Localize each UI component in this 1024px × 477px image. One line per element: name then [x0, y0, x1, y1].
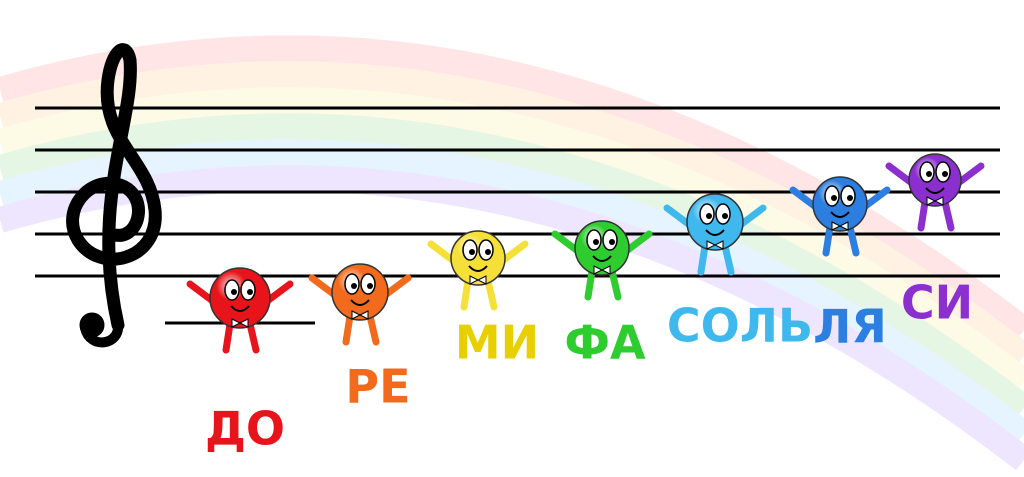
mouth: [468, 265, 488, 272]
bow-tie: [706, 240, 724, 250]
note-characters: [186, 153, 985, 354]
shine: [332, 264, 388, 320]
leg: [342, 312, 354, 346]
note-character: [885, 153, 985, 232]
leg: [366, 312, 380, 346]
note-character: [308, 263, 412, 346]
leg: [917, 198, 929, 232]
bow-tie: [926, 196, 944, 206]
pupil: [722, 213, 728, 219]
note-label: СИ: [901, 276, 973, 330]
shine: [210, 268, 270, 328]
mouth: [705, 229, 725, 236]
note-label: СОЛЬ: [667, 299, 813, 353]
note-label: ДО: [205, 402, 285, 456]
shine: [575, 221, 629, 275]
leg: [941, 198, 955, 232]
pupil: [609, 239, 615, 245]
note-labels: ДО РЕ МИ ФА СОЛЬ ЛЯ СИ: [205, 276, 973, 456]
bow-tie: [231, 318, 249, 328]
leg: [846, 223, 860, 257]
note-label: МИ: [455, 316, 539, 370]
pupil: [706, 213, 712, 219]
note-label: ЛЯ: [813, 300, 887, 354]
shine: [451, 231, 505, 285]
bow-tie: [351, 310, 369, 320]
treble-clef: [66, 43, 162, 348]
shine: [909, 154, 961, 206]
pupil: [367, 283, 373, 289]
leg: [721, 242, 735, 276]
pupil: [351, 283, 357, 289]
note-character: [427, 230, 529, 311]
pupil: [247, 289, 253, 295]
leg: [584, 267, 596, 301]
leg: [222, 320, 234, 354]
mouth: [830, 211, 850, 218]
bow-tie: [593, 265, 611, 275]
shine: [813, 177, 867, 231]
pupil: [926, 171, 932, 177]
bow-tie: [831, 221, 849, 231]
pupil: [847, 195, 853, 201]
pupil: [469, 249, 475, 255]
pupil: [831, 195, 837, 201]
pupil: [942, 171, 948, 177]
shine: [687, 194, 743, 250]
pupil: [485, 249, 491, 255]
leg: [460, 277, 472, 311]
note-label: ФА: [564, 316, 646, 370]
leg: [822, 223, 834, 257]
bow-tie: [469, 275, 487, 285]
pupil: [593, 239, 599, 245]
leg: [608, 267, 622, 301]
mouth: [350, 299, 370, 306]
note-character: [551, 220, 653, 301]
leg: [484, 277, 498, 311]
mouth: [592, 255, 612, 262]
leg: [246, 320, 260, 354]
mouth: [925, 187, 945, 194]
note-character: [663, 193, 767, 276]
note-character: [186, 267, 294, 354]
pupil: [231, 289, 237, 295]
note-character: [789, 176, 891, 257]
note-label: РЕ: [345, 360, 410, 414]
leg: [697, 242, 709, 276]
mouth: [230, 305, 250, 312]
